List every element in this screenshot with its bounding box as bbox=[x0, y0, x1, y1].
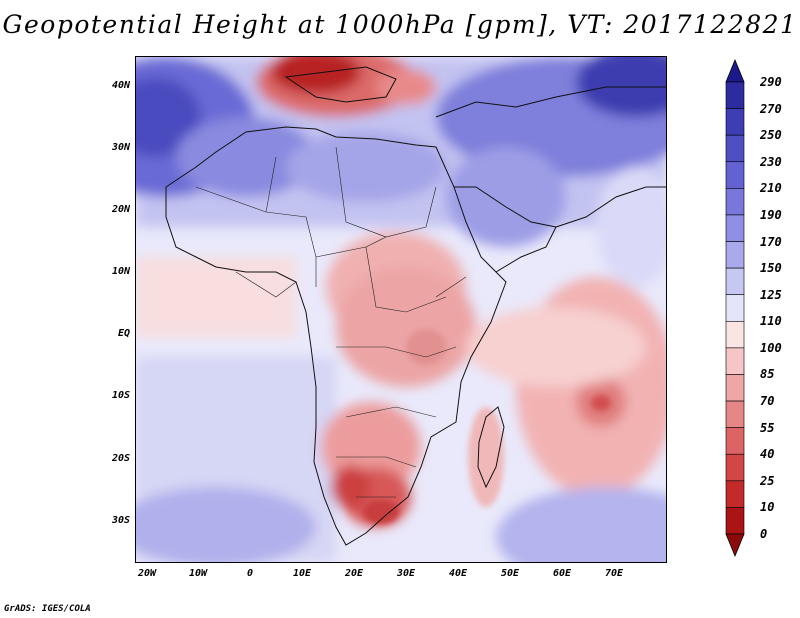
lat-label-20s: 20S bbox=[111, 453, 130, 464]
colorbar-swatch bbox=[725, 507, 745, 535]
height-field-shading bbox=[136, 57, 666, 562]
colorbar-label: 40 bbox=[760, 447, 775, 462]
colorbar-label: 0 bbox=[760, 527, 768, 541]
colorbar-swatch bbox=[725, 347, 745, 375]
lon-label-70e: 70E bbox=[604, 568, 624, 579]
country-borders bbox=[195, 146, 467, 498]
colorbar-label: 25 bbox=[760, 473, 775, 488]
colorbar-swatch bbox=[725, 108, 745, 136]
colorbar-swatch bbox=[725, 400, 745, 428]
lat-label-30n: 30N bbox=[111, 142, 130, 153]
lat-label-10n: 10N bbox=[111, 266, 130, 277]
lon-label-10w: 10W bbox=[188, 568, 208, 579]
colorbar-swatch bbox=[725, 134, 745, 163]
lon-label-40e: 40E bbox=[448, 568, 468, 579]
colorbar-label: 100 bbox=[760, 340, 782, 355]
lon-label-20e: 20E bbox=[344, 568, 364, 579]
lon-label-60e: 60E bbox=[552, 568, 572, 579]
geopotential-map bbox=[136, 57, 666, 562]
colorbar-swatch bbox=[725, 320, 745, 349]
lat-label-20n: 20N bbox=[111, 204, 130, 215]
coastlines bbox=[165, 66, 666, 546]
colorbar-swatch bbox=[725, 267, 745, 296]
colorbar-label: 125 bbox=[760, 287, 782, 302]
lon-label-20w: 20W bbox=[137, 568, 157, 579]
lat-label-eq: EQ bbox=[117, 328, 130, 339]
lat-label-40n: 40N bbox=[111, 80, 130, 91]
chart-title: Geopotential Height at 1000hPa [gpm], VT… bbox=[2, 10, 798, 39]
grads-credit: GrADS: IGES/COLA bbox=[4, 604, 91, 614]
lon-label-30e: 30E bbox=[396, 568, 416, 579]
colorbar-label: 70 bbox=[760, 394, 775, 409]
colorbar-swatch bbox=[725, 241, 745, 269]
height-field-detail bbox=[363, 329, 611, 524]
colorbar-swatch bbox=[725, 188, 745, 216]
colorbar-label: 10 bbox=[760, 500, 775, 515]
colorbar-swatch bbox=[725, 214, 745, 242]
lon-label-50e: 50E bbox=[500, 568, 520, 579]
colorbar-swatch bbox=[725, 427, 745, 455]
lat-label-30s: 30S bbox=[111, 515, 130, 526]
colorbar-label: 290 bbox=[760, 75, 782, 89]
colorbar-label: 210 bbox=[760, 181, 782, 196]
lon-label-10e: 10E bbox=[292, 568, 312, 579]
colorbar-label: 150 bbox=[760, 261, 782, 276]
colorbar-swatch bbox=[725, 294, 745, 322]
colorbar-swatch bbox=[725, 374, 745, 402]
colorbar-swatch bbox=[725, 81, 745, 109]
map-panel bbox=[135, 56, 667, 563]
colorbar bbox=[725, 58, 745, 558]
lon-label-0: 0 bbox=[246, 568, 254, 579]
colorbar-swatch bbox=[725, 161, 745, 189]
colorbar-label: 270 bbox=[760, 101, 782, 116]
colorbar-swatch bbox=[725, 480, 745, 508]
colorbar-label: 55 bbox=[760, 420, 775, 435]
colorbar-label: 230 bbox=[760, 154, 782, 169]
colorbar-label: 110 bbox=[760, 314, 782, 329]
colorbar-label: 85 bbox=[760, 367, 775, 382]
colorbar-top-arrow bbox=[725, 58, 745, 83]
colorbar-label: 190 bbox=[760, 207, 782, 222]
colorbar-label: 170 bbox=[760, 234, 782, 249]
colorbar-label: 250 bbox=[760, 128, 782, 143]
colorbar-bottom-arrow bbox=[725, 533, 745, 558]
lat-label-10s: 10S bbox=[111, 390, 130, 401]
colorbar-swatch bbox=[725, 453, 745, 482]
